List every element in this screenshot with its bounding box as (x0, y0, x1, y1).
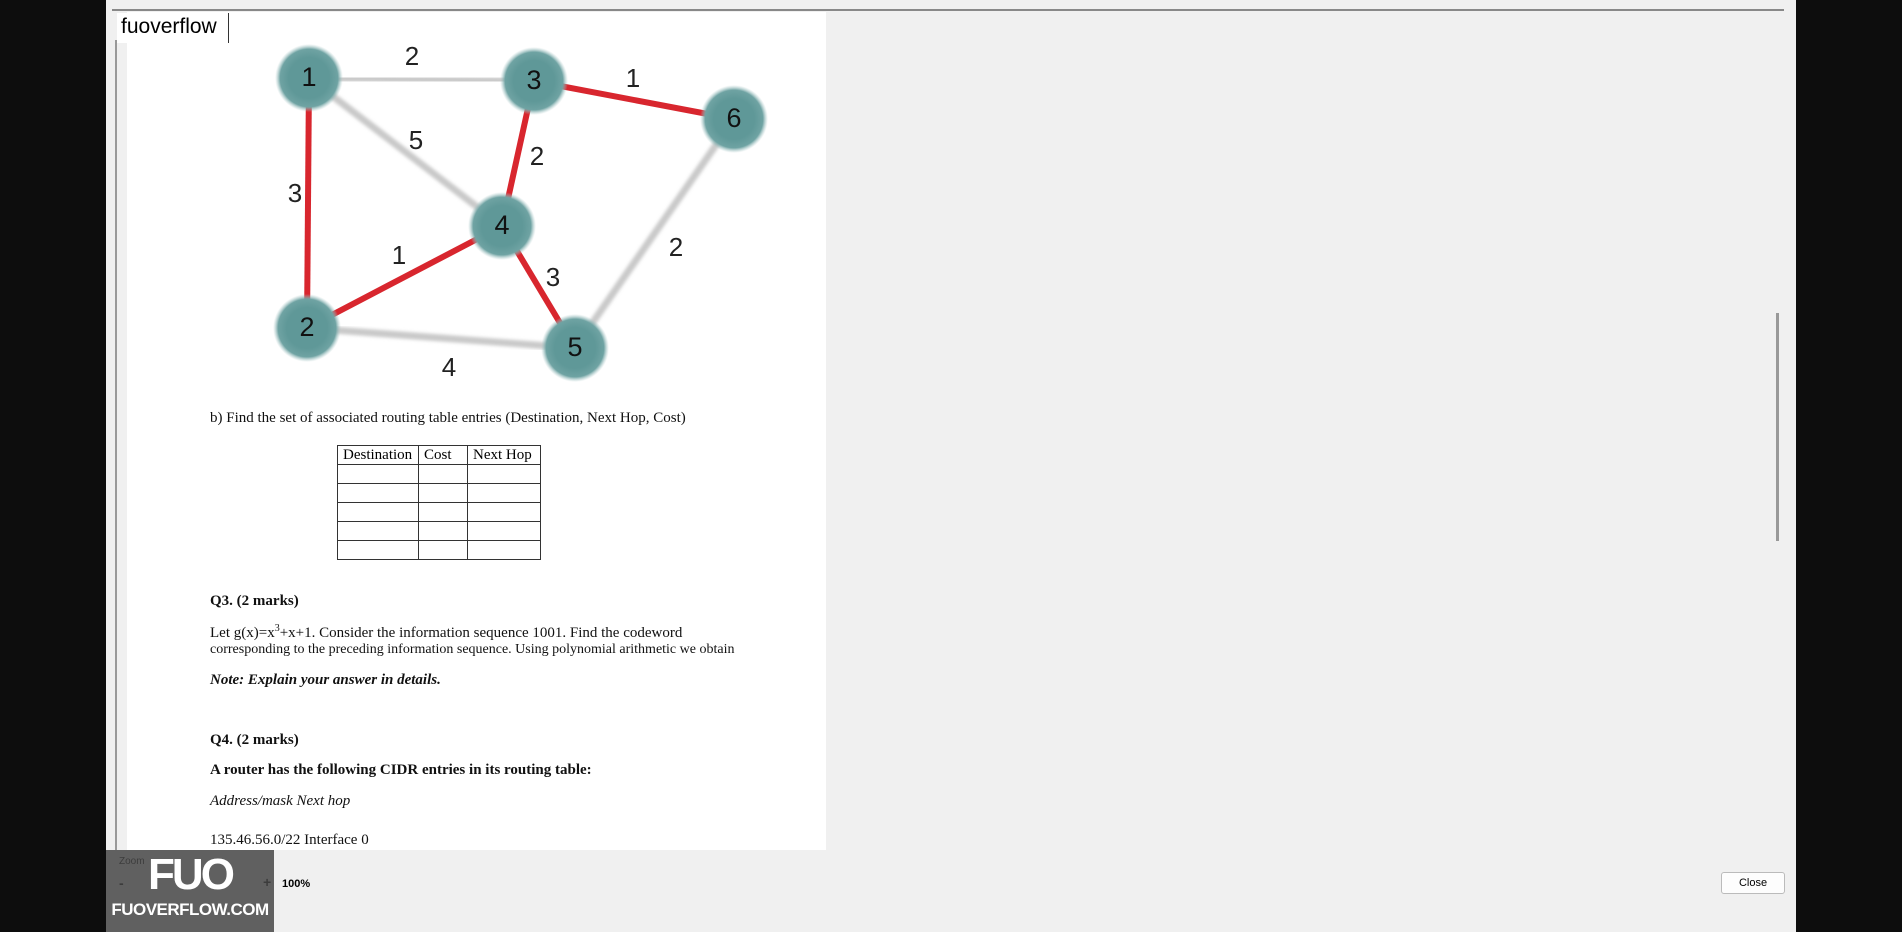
edge-weight: 1 (392, 240, 406, 270)
q4-entry: 135.46.56.0/22 Interface 0 (210, 832, 369, 848)
edge-weight: 2 (669, 232, 683, 262)
app-title: fuoverflow (117, 13, 229, 43)
watermark-site: FUOVERFLOW.COM (111, 900, 269, 919)
node-label: 6 (726, 103, 741, 133)
edge (306, 75, 505, 229)
node (700, 85, 768, 153)
row (337, 483, 541, 503)
node-label: 4 (494, 210, 509, 240)
q3-line2: corresponding to the preceding informati… (210, 642, 735, 657)
graph: 2 1 5 2 3 2 1 3 4 1 3 6 4 2 5 (273, 41, 768, 382)
text: +x+1. Consider the information sequence … (279, 625, 683, 641)
watermark-logo: FUO (148, 850, 235, 899)
watermark: FUO FUOVERFLOW.COM (106, 850, 274, 932)
edge-weight: 2 (530, 141, 544, 171)
node (500, 47, 568, 115)
routing-table: Destination Cost Next Hop (337, 445, 541, 560)
toolbar (106, 850, 1796, 932)
text: Let g(x)=x (210, 625, 275, 641)
edge-weight: 1 (626, 63, 640, 93)
edge (308, 74, 535, 85)
node-label: 2 (299, 312, 314, 342)
node (468, 192, 536, 260)
edge (305, 223, 504, 331)
scrollbar[interactable] (1776, 313, 1779, 541)
node (275, 44, 343, 112)
zoom-value: 100% (282, 878, 311, 890)
header-cell: Next Hop (467, 445, 541, 465)
row (337, 521, 541, 541)
node (541, 314, 609, 382)
node (273, 294, 341, 362)
edge-weight: 3 (546, 262, 560, 292)
edge-weight: 2 (405, 41, 419, 71)
q3-line1: Let g(x)=x3+x+1. Consider the informatio… (210, 623, 682, 642)
q4-columns: Address/mask Next hop (210, 793, 351, 809)
top-rule (112, 9, 1784, 11)
row (337, 502, 541, 522)
edge (304, 77, 312, 329)
q3-heading: Q3. (2 marks) (210, 593, 299, 609)
question-b: b) Find the set of associated routing ta… (210, 410, 686, 426)
edge (572, 117, 737, 350)
close-button[interactable]: Close (1721, 872, 1785, 894)
q3-note: Note: Explain your answer in details. (210, 672, 441, 688)
header-cell: Destination (337, 445, 419, 465)
superscript: 3 (274, 623, 280, 634)
q4-intro: A router has the following CIDR entries … (210, 762, 592, 778)
row (337, 540, 541, 560)
q4-heading: Q4. (2 marks) (210, 732, 299, 748)
edge-weight: 4 (442, 352, 456, 382)
edge-weight: 3 (288, 178, 302, 208)
header-row: Destination Cost Next Hop (337, 445, 541, 465)
node-label: 3 (526, 65, 541, 95)
edge-weight: 5 (409, 125, 423, 155)
left-rule (115, 40, 117, 850)
edge (306, 324, 576, 352)
node-label: 5 (567, 332, 582, 362)
row (337, 464, 541, 484)
header-cell: Cost (418, 445, 468, 465)
node-label: 1 (301, 62, 316, 92)
